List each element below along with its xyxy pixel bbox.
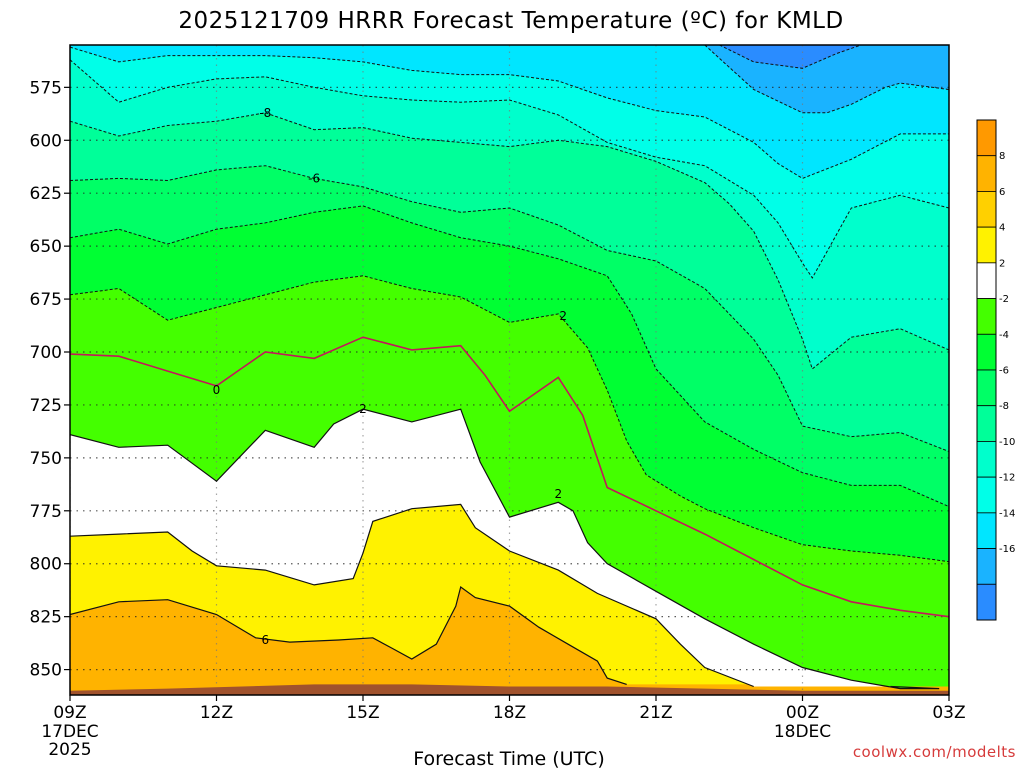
y-tick-label: 725 (30, 396, 62, 416)
x-tick-label: 21Z (639, 703, 672, 723)
x-tick-label: 00Z (786, 703, 819, 723)
colorbar-tick-label: 8 (999, 151, 1005, 162)
isotherm--10 (70, 59, 949, 279)
colorbar-tick-label: -16 (999, 544, 1015, 555)
y-tick-label: 600 (30, 131, 62, 151)
isotherm-layer (70, 45, 949, 690)
isotherm-4 (70, 503, 754, 688)
isotherm--12 (70, 46, 949, 179)
colorbar-tick-label: -8 (999, 401, 1009, 412)
isotherm-2 (70, 408, 940, 690)
colorbar-frame (976, 119, 997, 621)
grid-layer (70, 45, 949, 695)
colorbar-swatch (976, 441, 997, 478)
y-tick-label: 775 (30, 502, 62, 522)
isotherm--6 (70, 165, 949, 452)
colorbar-swatch (976, 333, 997, 371)
colorbar-tick-label: -4 (999, 330, 1009, 341)
colorbar-swatch (976, 369, 997, 407)
isotherm--8 (70, 112, 949, 370)
y-tick-label: 700 (30, 343, 62, 363)
colorbar-tick-label: -2 (999, 294, 1009, 305)
colorbar-tick-label: -6 (999, 366, 1009, 377)
x-axis-label: Forecast Time (UTC) (413, 748, 604, 768)
isotherm--2 (70, 275, 949, 563)
band-above--12 (70, 45, 949, 179)
y-tick-label: 625 (30, 184, 62, 204)
isotherm-label: -8 (259, 106, 271, 120)
colorbar-legend: 8 6 4 2 -2 -4 -6 -8 -10 -12 -14 -16 (976, 119, 1015, 621)
y-tick-label: 750 (30, 449, 62, 469)
colorbar-swatch (976, 262, 997, 299)
colorbar-tick-label: 2 (999, 258, 1005, 269)
colorbar-swatch (976, 191, 997, 228)
isotherm-label: 6 (262, 633, 270, 647)
isotherm-label: -6 (308, 171, 320, 185)
isotherm-6 (70, 585, 627, 685)
x-tick-sublabel: 2025 (48, 740, 91, 760)
colorbar-tick-label: -12 (999, 473, 1015, 484)
colorbar-swatch (976, 512, 997, 549)
x-tick-label: 03Z (932, 703, 965, 723)
colorbar-tick-label: -14 (999, 508, 1015, 519)
colorbar-tick-label: 4 (999, 223, 1005, 234)
x-tick-sublabel: 18DEC (774, 722, 831, 742)
terrain-ground (70, 684, 949, 695)
isotherm-label-layer: 6 2 2 0 2 -6 -8 (213, 106, 567, 647)
x-tick-sublabel: 17DEC (41, 722, 98, 742)
y-tick-label: 675 (30, 290, 62, 310)
colorbar-swatch (976, 298, 997, 335)
colorbar-swatch (976, 119, 997, 157)
x-tick-label: 15Z (346, 703, 379, 723)
isotherm-label: 2 (559, 309, 567, 323)
isotherm-label: 2 (359, 402, 367, 416)
y-tick-label: 850 (30, 661, 62, 681)
isotherm-label: 2 (555, 487, 563, 501)
colorbar-swatch (976, 548, 997, 585)
x-tick-label: 12Z (200, 703, 233, 723)
colorbar-swatch (976, 583, 997, 621)
y-axis: 575 600 625 650 675 700 725 750 775 800 825 850 (30, 78, 70, 681)
isotherm--16 (719, 45, 862, 69)
credit-link[interactable]: coolwx.com/modelts (853, 743, 1016, 761)
band-above--16 (719, 45, 949, 69)
y-tick-label: 650 (30, 237, 62, 257)
x-tick-label: 09Z (53, 703, 86, 723)
temperature-fill-layer (70, 45, 949, 695)
colorbar-swatch (976, 226, 997, 264)
isotherm-0 (70, 336, 949, 618)
isotherm--14 (704, 45, 949, 114)
x-tick-label: 18Z (493, 703, 526, 723)
colorbar-tick-label: 6 (999, 187, 1005, 198)
colorbar-swatch (976, 476, 997, 514)
y-tick-label: 575 (30, 78, 62, 98)
colorbar-swatch (976, 155, 997, 192)
isotherm--4 (70, 205, 949, 508)
y-tick-label: 800 (30, 555, 62, 575)
colorbar-swatch (976, 405, 997, 442)
isotherm-label: 0 (213, 383, 221, 397)
terrain-layer (70, 684, 949, 695)
y-tick-label: 825 (30, 608, 62, 628)
colorbar-tick-label: -10 (999, 437, 1015, 448)
chart-title: 2025121709 HRRR Forecast Temperature (ºC… (178, 8, 843, 34)
